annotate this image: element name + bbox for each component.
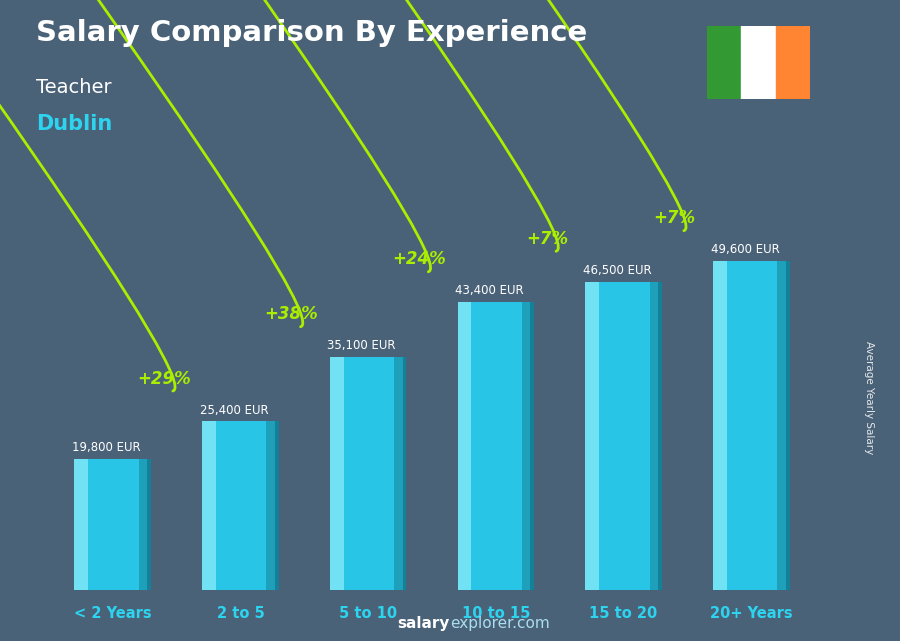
Text: +38%: +38% bbox=[265, 306, 319, 324]
Text: Average Yearly Salary: Average Yearly Salary bbox=[863, 341, 874, 454]
Bar bbox=[530, 303, 535, 590]
Bar bbox=[713, 261, 727, 590]
Bar bbox=[402, 357, 407, 590]
Bar bbox=[522, 303, 535, 590]
Text: salary: salary bbox=[398, 617, 450, 631]
Bar bbox=[658, 282, 662, 590]
Text: 35,100 EUR: 35,100 EUR bbox=[328, 340, 396, 353]
Bar bbox=[329, 357, 407, 590]
Text: Salary Comparison By Experience: Salary Comparison By Experience bbox=[36, 19, 587, 47]
Bar bbox=[585, 282, 662, 590]
Text: +7%: +7% bbox=[653, 210, 696, 228]
Bar bbox=[776, 26, 810, 99]
Bar bbox=[75, 458, 88, 590]
Bar bbox=[202, 422, 279, 590]
Bar bbox=[329, 357, 344, 590]
Text: +29%: +29% bbox=[137, 370, 191, 388]
Text: 49,600 EUR: 49,600 EUR bbox=[711, 244, 779, 256]
Text: 46,500 EUR: 46,500 EUR bbox=[583, 264, 652, 277]
Bar bbox=[139, 458, 151, 590]
Text: Teacher: Teacher bbox=[36, 78, 112, 97]
Text: 25,400 EUR: 25,400 EUR bbox=[200, 404, 268, 417]
Bar bbox=[650, 282, 662, 590]
Bar bbox=[75, 458, 151, 590]
Bar bbox=[741, 26, 776, 99]
Bar bbox=[706, 26, 741, 99]
Bar bbox=[457, 303, 535, 590]
Bar bbox=[394, 357, 407, 590]
Bar bbox=[202, 422, 216, 590]
Bar bbox=[457, 303, 472, 590]
Bar bbox=[713, 261, 789, 590]
Text: 43,400 EUR: 43,400 EUR bbox=[455, 285, 524, 297]
Bar bbox=[786, 261, 789, 590]
Text: explorer.com: explorer.com bbox=[450, 617, 550, 631]
Bar bbox=[274, 422, 279, 590]
Text: Dublin: Dublin bbox=[36, 114, 112, 134]
Text: 19,800 EUR: 19,800 EUR bbox=[72, 441, 140, 454]
Text: +24%: +24% bbox=[392, 251, 446, 269]
Bar bbox=[147, 458, 151, 590]
Bar bbox=[778, 261, 789, 590]
Text: +7%: +7% bbox=[526, 230, 568, 248]
Bar bbox=[585, 282, 599, 590]
Bar bbox=[266, 422, 279, 590]
